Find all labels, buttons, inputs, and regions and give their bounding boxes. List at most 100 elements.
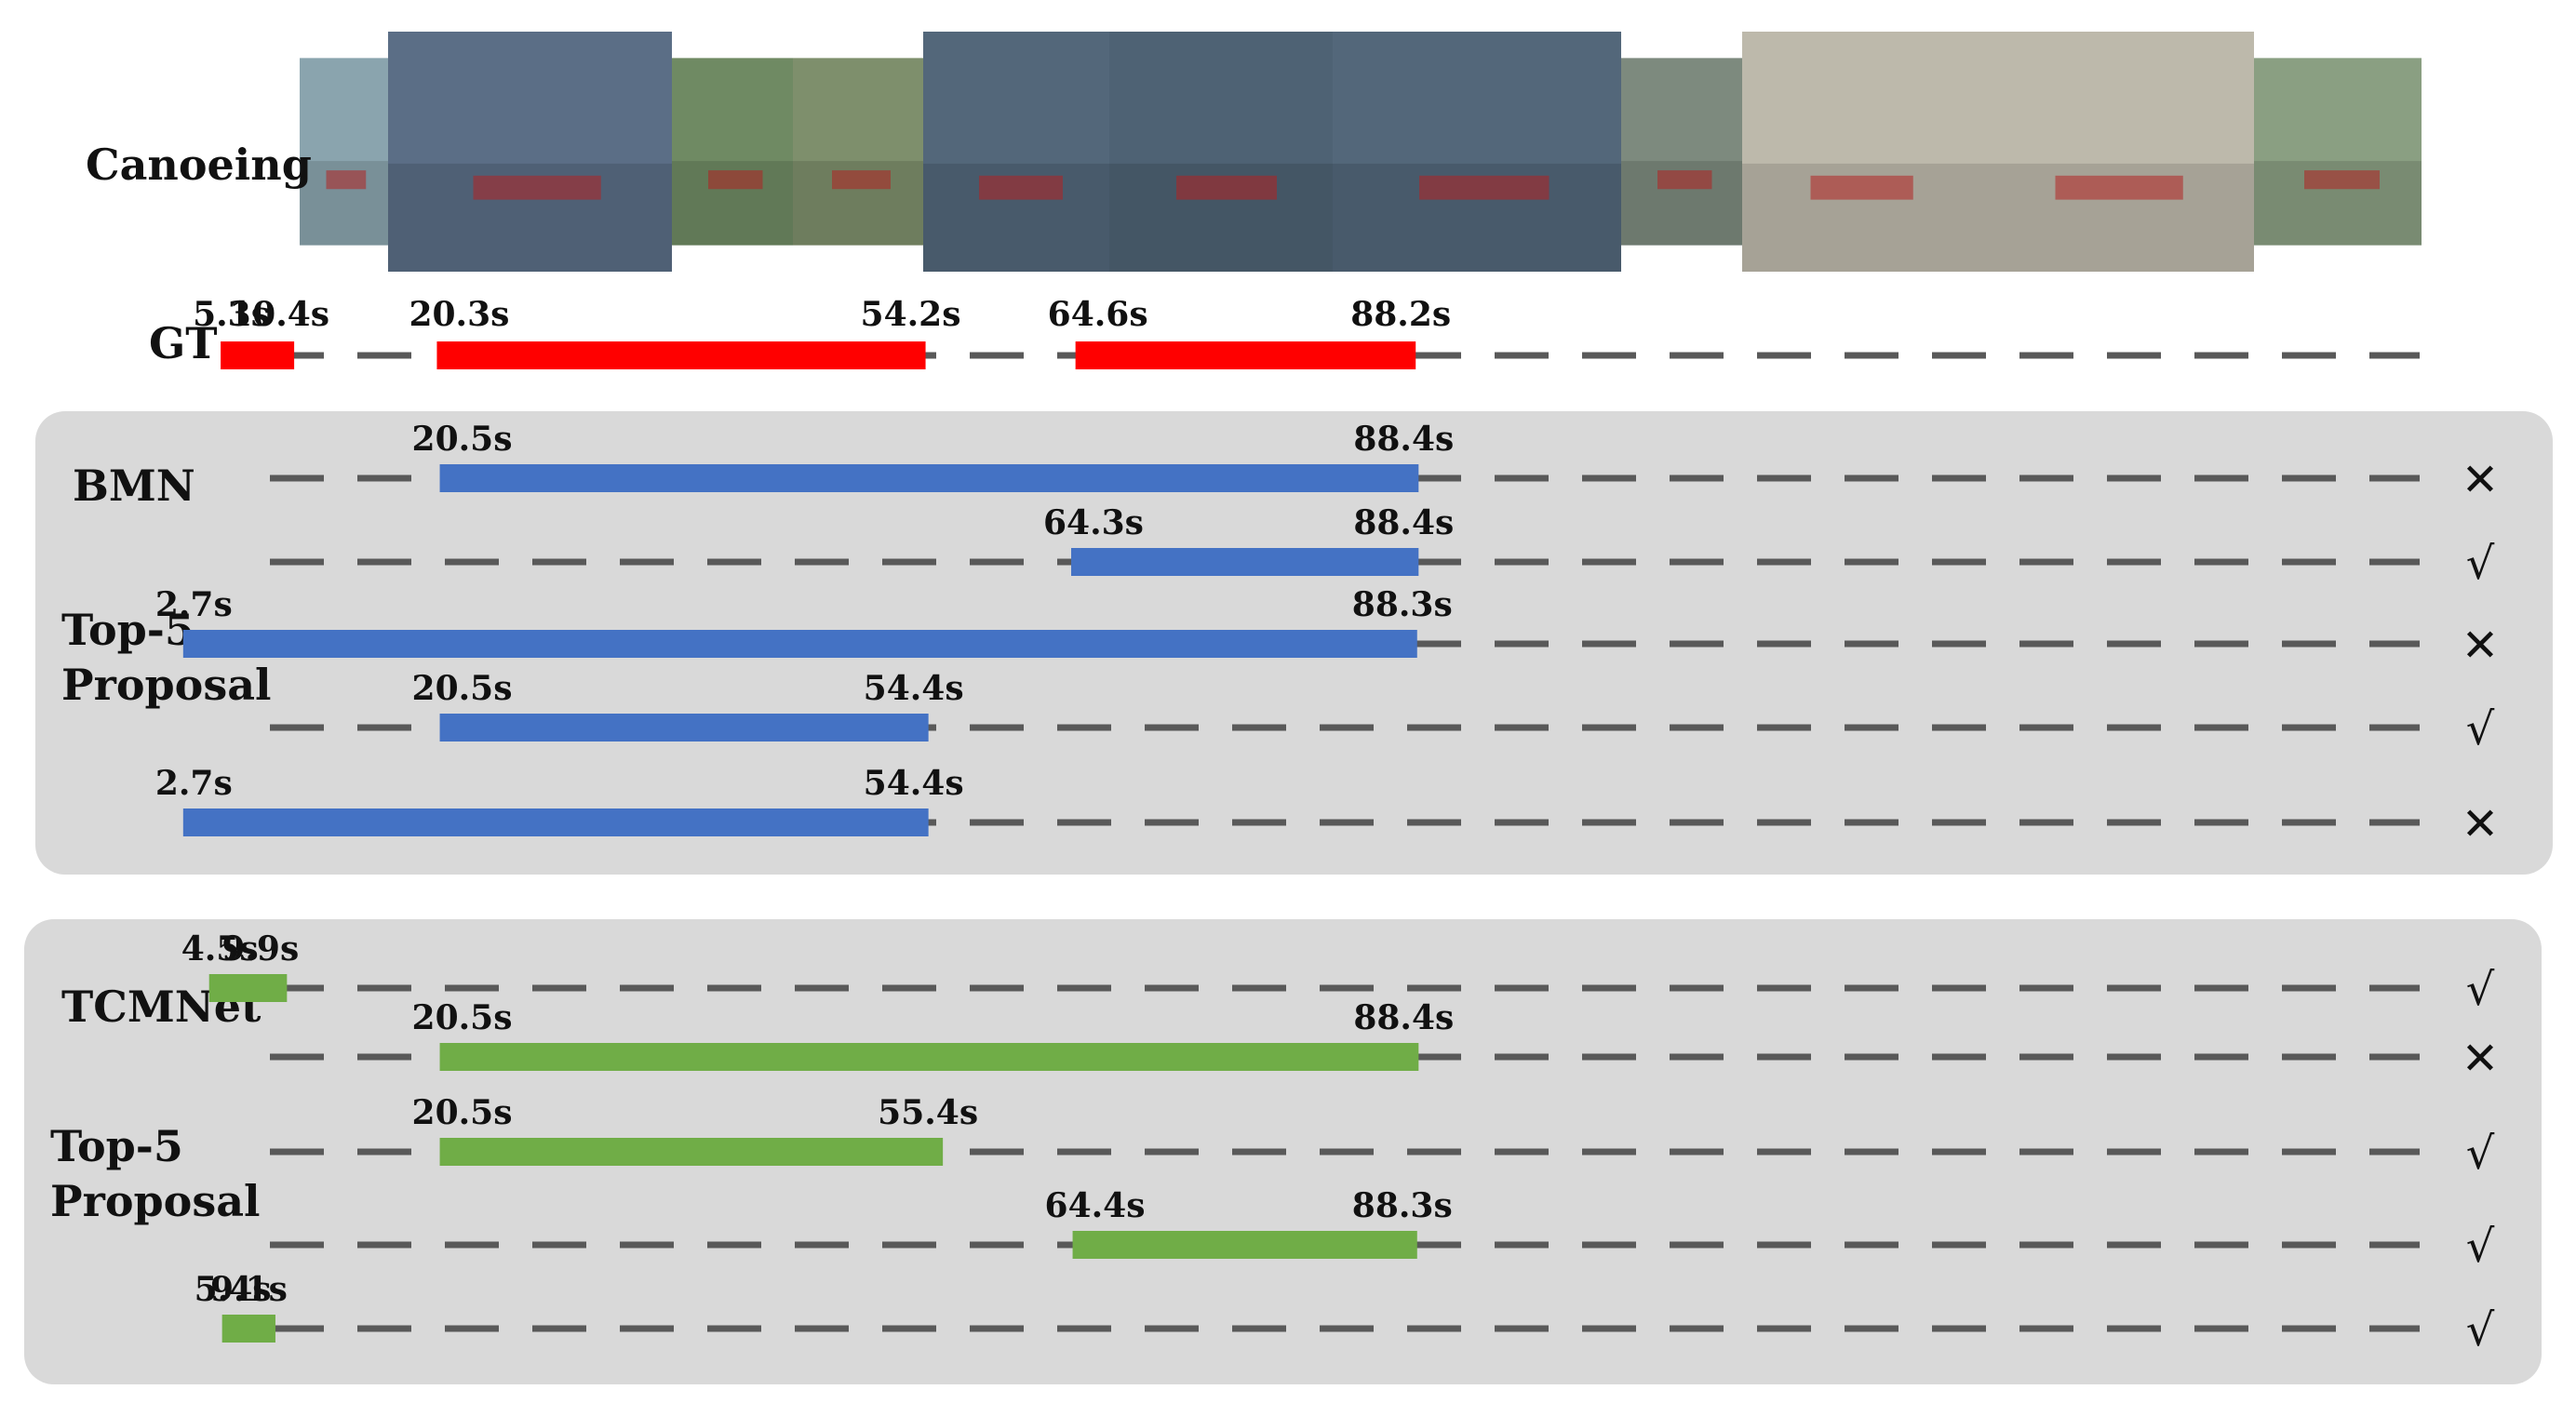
canoe-shape xyxy=(326,170,367,190)
frame-background xyxy=(923,32,1109,272)
incorrect-cross-mark: ✕ xyxy=(2462,1033,2499,1085)
video-frame-thumbnail xyxy=(388,32,672,272)
panel-subtitle-bottom: Proposal xyxy=(61,660,272,710)
correct-checkmark: √ xyxy=(2466,1304,2495,1356)
frame-background xyxy=(793,58,923,246)
gt-segment xyxy=(436,341,926,369)
video-frame-thumbnail xyxy=(793,58,923,246)
video-frame-thumbnail xyxy=(1742,32,1970,272)
end-time-label: 10.4s xyxy=(229,295,329,334)
proposal-bar xyxy=(182,808,929,836)
frame-background xyxy=(672,58,793,246)
incorrect-cross-mark: ✕ xyxy=(2462,798,2499,850)
end-time-label: 54.4s xyxy=(864,669,964,708)
proposal-row: 64.3s 88.4s √ xyxy=(270,503,2495,590)
start-time-label: 20.5s xyxy=(412,669,513,708)
gt-label: GT xyxy=(149,318,218,368)
proposal-row: 4.5s9.9s √ xyxy=(181,929,2495,1016)
video-frame-thumbnail xyxy=(1333,32,1621,272)
proposal-bar xyxy=(439,1138,944,1166)
end-time-label: 54.2s xyxy=(861,295,961,334)
proposal-row: 20.5s 55.4s √ xyxy=(270,1093,2495,1180)
proposal-bar xyxy=(439,1043,1419,1071)
correct-checkmark: √ xyxy=(2466,964,2495,1016)
method-name: BMN xyxy=(73,461,195,511)
end-time-label: 88.4s xyxy=(1353,503,1454,542)
end-time-label: 55.4s xyxy=(878,1093,978,1132)
start-time-label: 4.5s xyxy=(181,929,259,969)
canoe-shape xyxy=(473,175,601,200)
start-time-label: 64.6s xyxy=(1048,295,1148,334)
canoe-shape xyxy=(1419,175,1550,200)
proposal-row: 64.4s 88.3s √ xyxy=(270,1186,2495,1273)
start-time-label: 5.4s xyxy=(195,1270,272,1309)
proposal-row: 20.5s 88.4s ✕ xyxy=(270,998,2499,1085)
video-frame-thumbnail xyxy=(1621,58,1742,246)
start-time-label: 2.7s xyxy=(155,764,233,803)
incorrect-cross-mark: ✕ xyxy=(2462,454,2499,506)
proposal-bar xyxy=(182,630,1417,658)
frame-background xyxy=(1970,32,2254,272)
frame-background xyxy=(1621,58,1742,246)
start-time-label: 20.5s xyxy=(412,420,513,459)
canoe-shape xyxy=(708,170,763,190)
proposal-row: 5.4s9.1s √ xyxy=(195,1270,2495,1356)
start-time-label: 2.7s xyxy=(155,585,233,624)
panel-subtitle-top: Top-5 xyxy=(61,605,195,655)
canoe-shape xyxy=(2055,175,2183,200)
end-time-label: 9.1s xyxy=(210,1270,288,1309)
start-time-label: 64.4s xyxy=(1045,1186,1146,1225)
end-time-label: 54.4s xyxy=(864,764,964,803)
proposal-row: 2.7s 88.3s ✕ xyxy=(155,585,2499,672)
correct-checkmark: √ xyxy=(2466,1221,2495,1273)
correct-checkmark: √ xyxy=(2466,1128,2495,1180)
proposal-bar xyxy=(1071,548,1419,576)
action-label: Canoeing xyxy=(86,140,312,190)
start-time-label: 20.5s xyxy=(412,998,513,1037)
start-time-label: 20.3s xyxy=(409,295,509,334)
frame-background xyxy=(300,58,388,246)
end-time-label: 88.3s xyxy=(1352,585,1453,624)
end-time-label: 88.4s xyxy=(1353,998,1454,1037)
video-frame-thumbnail xyxy=(672,58,793,246)
frame-background xyxy=(1109,32,1333,272)
video-frame-thumbnail xyxy=(300,58,388,246)
panel-subtitle-bottom: Proposal xyxy=(50,1176,261,1226)
incorrect-cross-mark: ✕ xyxy=(2462,620,2499,672)
video-frame-thumbnail xyxy=(2254,58,2422,246)
end-time-label: 9.9s xyxy=(221,929,299,969)
frame-background xyxy=(388,32,672,272)
gt-segment xyxy=(221,341,295,369)
proposal-bar xyxy=(221,1315,275,1343)
proposal-row: 2.7s 54.4s ✕ xyxy=(155,764,2499,850)
video-frame-thumbnail xyxy=(1109,32,1333,272)
proposal-bar xyxy=(439,714,929,742)
video-frame-thumbnail xyxy=(1970,32,2254,272)
frame-background xyxy=(1333,32,1621,272)
canoe-shape xyxy=(2304,170,2380,190)
canoe-shape xyxy=(1176,175,1277,200)
proposal-bar xyxy=(439,464,1419,492)
canoe-shape xyxy=(1657,170,1712,190)
canoe-shape xyxy=(832,170,891,190)
canoe-shape xyxy=(1810,175,1913,200)
end-time-label: 88.2s xyxy=(1350,295,1451,334)
start-time-label: 5.3s xyxy=(193,295,270,334)
end-time-label: 88.4s xyxy=(1353,420,1454,459)
panel-subtitle-top: Top-5 xyxy=(50,1121,183,1171)
start-time-label: 64.3s xyxy=(1043,503,1144,542)
video-frame-thumbnail xyxy=(923,32,1109,272)
proposal-bar xyxy=(208,974,288,1002)
frame-background xyxy=(1742,32,1970,272)
canoe-shape xyxy=(979,175,1063,200)
proposal-row: 20.5s 88.4s ✕ xyxy=(270,420,2499,506)
frame-background xyxy=(2254,58,2422,246)
gt-segment xyxy=(1075,341,1416,369)
correct-checkmark: √ xyxy=(2466,703,2495,755)
proposal-bar xyxy=(1072,1231,1417,1259)
correct-checkmark: √ xyxy=(2466,538,2495,590)
